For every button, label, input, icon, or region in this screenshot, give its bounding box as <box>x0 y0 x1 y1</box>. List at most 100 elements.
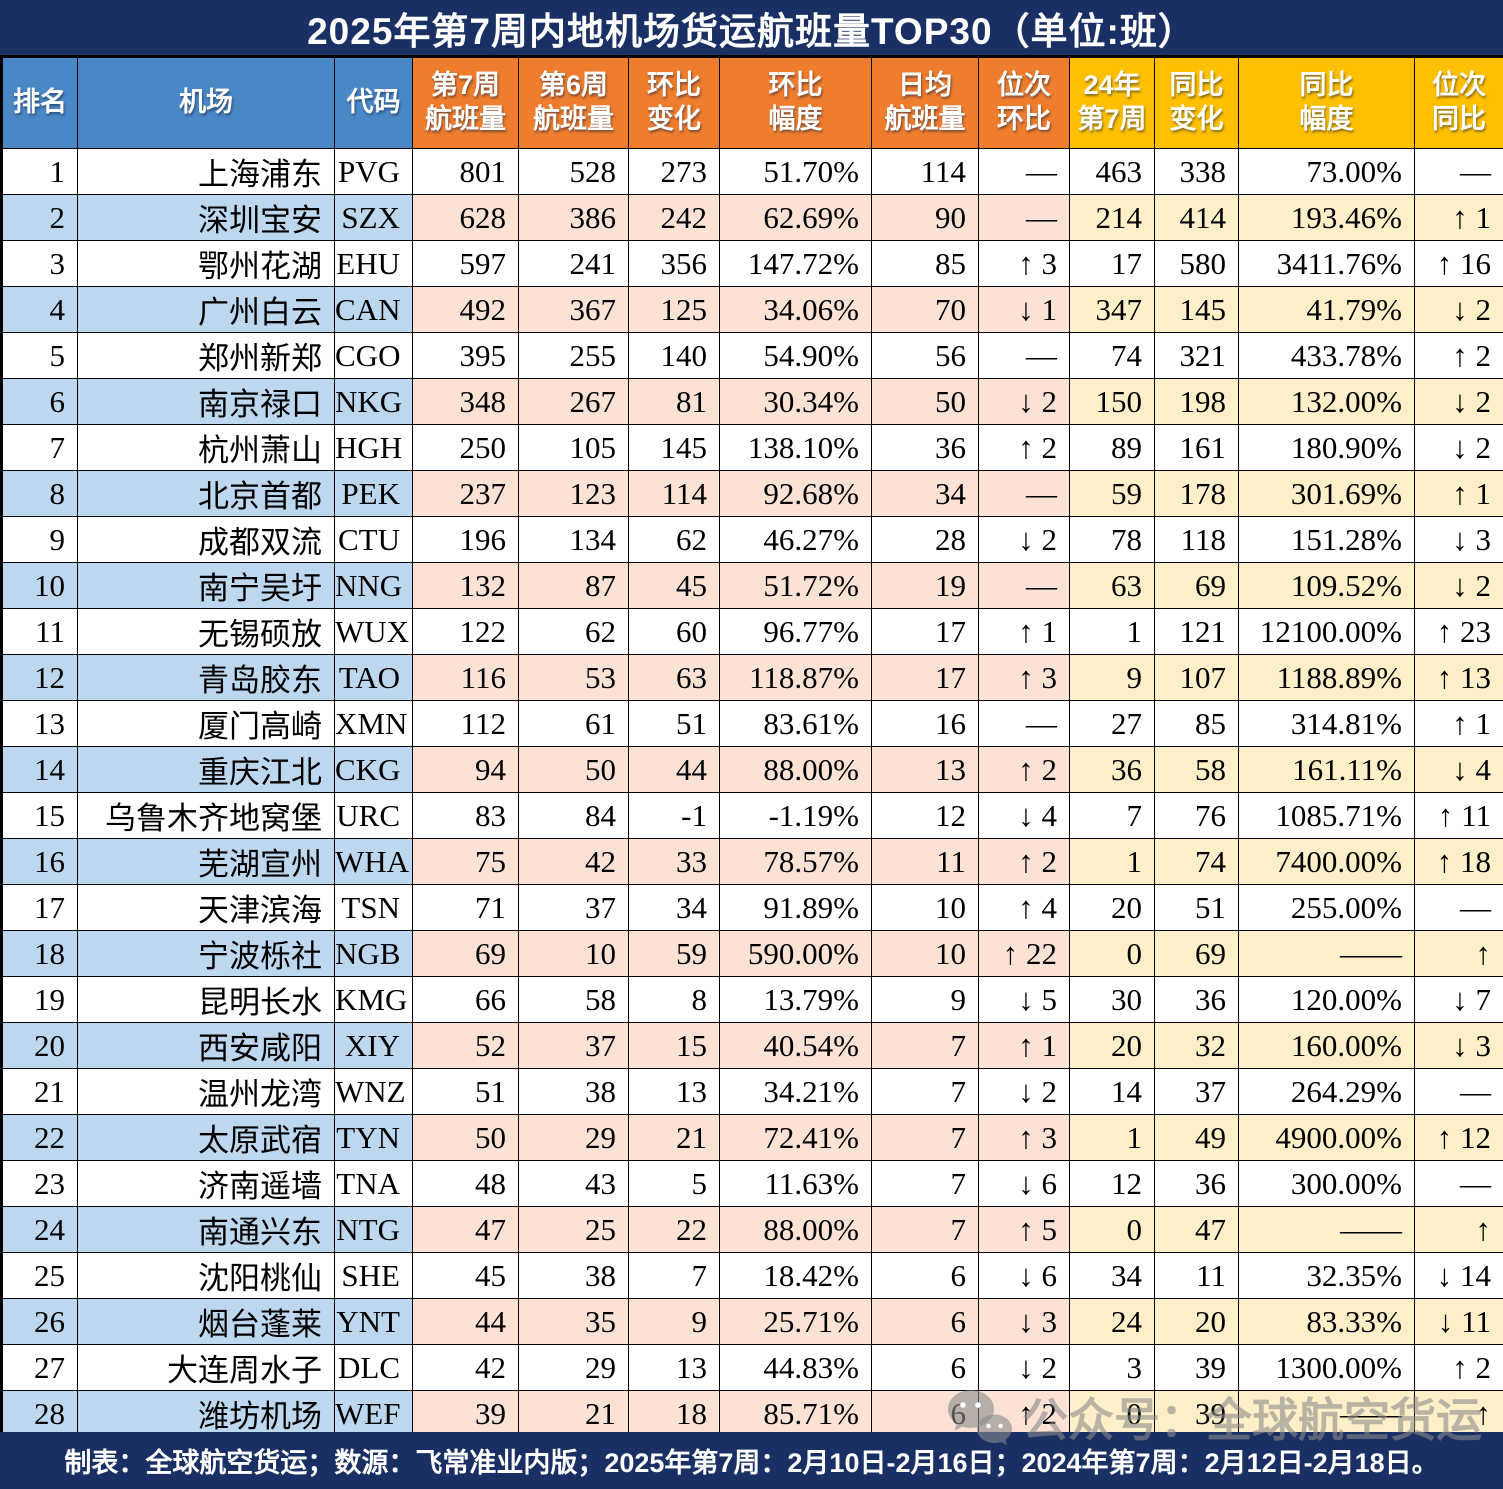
page-title: 2025年第7周内地机场货运航班量TOP30（单位:班） <box>0 0 1503 55</box>
cell-code: TYN <box>334 1114 413 1161</box>
table-row-12: 12 青岛胶东 TAO 116 53 63 118.87% 17 ↑ 3 9 107 1188.89%… <box>1 654 1503 701</box>
table-row-26: 26 烟台蓬莱 YNT 44 35 9 25.71% 6 ↓ 3 24 20 83.33% ↓ 11 <box>1 1298 1503 1345</box>
cell-wk7: 250 <box>412 424 519 471</box>
cell-yoy-change: 85 <box>1154 700 1239 747</box>
cell-wow-pct: 34.21% <box>719 1068 872 1115</box>
cell-rank: 1 <box>1 148 78 195</box>
cell-daily-avg: 6 <box>871 1298 979 1345</box>
cell-wow-change: 51 <box>628 700 720 747</box>
cell-code: CAN <box>334 286 413 333</box>
cell-daily-avg: 19 <box>871 562 979 609</box>
cell-wk7-2024: 63 <box>1069 562 1155 609</box>
cell-yoy-pct: 1085.71% <box>1238 792 1415 839</box>
cell-rank-yoy: ↓ 2 <box>1414 562 1503 609</box>
cell-rank-yoy: ↓ 2 <box>1414 286 1503 333</box>
cell-yoy-pct: 41.79% <box>1238 286 1415 333</box>
cell-daily-avg: 90 <box>871 194 979 241</box>
cell-rank: 24 <box>1 1206 78 1253</box>
cell-yoy-change: 20 <box>1154 1298 1239 1345</box>
cell-wk7-2024: 1 <box>1069 838 1155 885</box>
column-header-yoy-pct: 同比 幅度 <box>1238 56 1415 149</box>
column-header-wk6: 第6周 航班量 <box>518 56 629 149</box>
cell-rank: 26 <box>1 1298 78 1345</box>
cell-wow-pct: 138.10% <box>719 424 872 471</box>
cell-airport: 上海浦东 <box>77 148 335 195</box>
cell-yoy-change: 414 <box>1154 194 1239 241</box>
cell-rank-yoy: ↑ 16 <box>1414 240 1503 287</box>
cell-wk7-2024: 12 <box>1069 1160 1155 1207</box>
table-row-8: 8 北京首都 PEK 237 123 114 92.68% 34—59 178 301.69% ↑ … <box>1 470 1503 517</box>
cell-yoy-change: 58 <box>1154 746 1239 793</box>
cell-rank-wow: ↓ 1 <box>978 286 1070 333</box>
column-header-rank-yoy: 位次 同比 <box>1414 56 1503 149</box>
column-header-yoy-change: 同比 变化 <box>1154 56 1239 149</box>
cell-wow-pct: 590.00% <box>719 930 872 977</box>
cell-daily-avg: 10 <box>871 930 979 977</box>
cell-wow-change: 34 <box>628 884 720 931</box>
cell-wk7: 597 <box>412 240 519 287</box>
cell-daily-avg: 50 <box>871 378 979 425</box>
cell-airport: 温州龙湾 <box>77 1068 335 1115</box>
cell-wow-change: 44 <box>628 746 720 793</box>
table-row-3: 3 鄂州花湖 EHU 597 241 356 147.72% 85 ↑ 3 17 580 3411.7… <box>1 240 1503 287</box>
table-row-11: 11 无锡硕放 WUX 122 62 60 96.77% 17 ↑ 1 1 121 12100.00%… <box>1 608 1503 655</box>
cell-rank-wow: ↑ 4 <box>978 884 1070 931</box>
cell-wow-pct: 51.72% <box>719 562 872 609</box>
cell-yoy-pct: 161.11% <box>1238 746 1415 793</box>
cell-airport: 芜湖宣州 <box>77 838 335 885</box>
cell-wk7: 112 <box>412 700 519 747</box>
cell-wk6: 267 <box>518 378 629 425</box>
cell-daily-avg: 6 <box>871 1252 979 1299</box>
cell-wow-change: 45 <box>628 562 720 609</box>
cell-daily-avg: 12 <box>871 792 979 839</box>
cell-code: WNZ <box>334 1068 413 1115</box>
cell-wow-change: 9 <box>628 1298 720 1345</box>
cell-rank-yoy: ↑ 1 <box>1414 700 1503 747</box>
cell-yoy-pct: 7400.00% <box>1238 838 1415 885</box>
cell-rank: 20 <box>1 1022 78 1069</box>
cell-code: EHU <box>334 240 413 287</box>
cell-wk7: 94 <box>412 746 519 793</box>
table-row-24: 24 南通兴东 NTG 47 25 22 88.00% 7 ↑ 5 0 47 —— ↑ <box>1 1206 1503 1253</box>
cell-wk7: 492 <box>412 286 519 333</box>
cell-wk7-2024: 78 <box>1069 516 1155 563</box>
cell-wk6: 21 <box>518 1390 629 1437</box>
cell-yoy-change: 338 <box>1154 148 1239 195</box>
cell-wow-change: 114 <box>628 470 720 517</box>
cell-rank-yoy: ↑ 12 <box>1414 1114 1503 1161</box>
cell-yoy-change: 580 <box>1154 240 1239 287</box>
cell-yoy-pct: 255.00% <box>1238 884 1415 931</box>
cell-code: TAO <box>334 654 413 701</box>
cell-wk6: 42 <box>518 838 629 885</box>
cell-code: HGH <box>334 424 413 471</box>
cell-code: TNA <box>334 1160 413 1207</box>
cell-wow-change: 63 <box>628 654 720 701</box>
cell-wk6: 37 <box>518 1022 629 1069</box>
cell-rank: 17 <box>1 884 78 931</box>
cell-rank: 6 <box>1 378 78 425</box>
cell-yoy-pct: 3411.76% <box>1238 240 1415 287</box>
cell-wk6: 61 <box>518 700 629 747</box>
cargo-flights-table: 排名 机场 代码 第7周 航班量 第6周 航班量 环比 变化 环比 幅度 日均 航班量 位次 环… <box>0 55 1503 1489</box>
column-header-wk7: 第7周 航班量 <box>412 56 519 149</box>
cell-yoy-change: 198 <box>1154 378 1239 425</box>
cell-wow-pct: 62.69% <box>719 194 872 241</box>
cell-airport: 大连周水子 <box>77 1344 335 1391</box>
cell-rank: 9 <box>1 516 78 563</box>
cell-airport: 厦门高崎 <box>77 700 335 747</box>
cell-daily-avg: 13 <box>871 746 979 793</box>
cell-wk7: 71 <box>412 884 519 931</box>
cell-wk6: 241 <box>518 240 629 287</box>
cell-airport: 济南遥墙 <box>77 1160 335 1207</box>
cell-wow-change: 60 <box>628 608 720 655</box>
cell-wow-change: 81 <box>628 378 720 425</box>
table-row-13: 13 厦门高崎 XMN 112 61 51 83.61% 16—27 85 314.81% ↑ 1 <box>1 700 1503 747</box>
cell-rank-yoy: ↓ 3 <box>1414 516 1503 563</box>
cell-rank-yoy: — <box>1414 1068 1503 1115</box>
cell-wow-pct: 44.83% <box>719 1344 872 1391</box>
cell-wk7: 50 <box>412 1114 519 1161</box>
cell-yoy-pct: 4900.00% <box>1238 1114 1415 1161</box>
cell-wk6: 84 <box>518 792 629 839</box>
cell-rank: 18 <box>1 930 78 977</box>
cell-yoy-change: 121 <box>1154 608 1239 655</box>
